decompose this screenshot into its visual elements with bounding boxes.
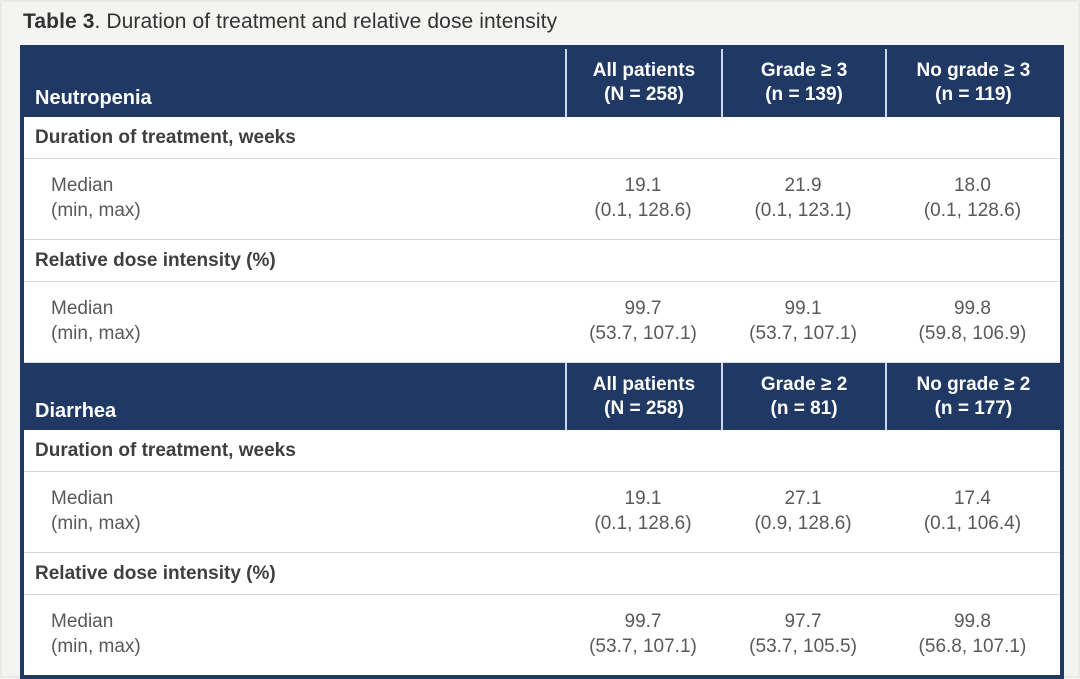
cell-value: 99.7 <box>624 611 662 632</box>
table-title-number: Table 3 <box>23 10 95 33</box>
cell-value: (59.8, 106.9) <box>918 323 1027 344</box>
row-label: Median <box>51 611 114 632</box>
cell-value: (53.7, 107.1) <box>589 323 697 344</box>
group-label-row: Relative dose intensity (%) <box>24 239 1060 282</box>
cell-value: 99.7 <box>624 298 662 319</box>
column-header-grade: Grade ≥ 2 (n = 81) <box>721 363 885 430</box>
cell-value: (0.9, 128.6) <box>754 513 852 534</box>
group-label-row: Duration of treatment, weeks <box>24 430 1060 472</box>
column-header-all-patients: All patients (N = 258) <box>564 49 721 117</box>
column-header-line2: (N = 258) <box>604 84 684 105</box>
cell-value: (56.8, 107.1) <box>918 636 1027 657</box>
row-label: (min, max) <box>51 513 141 534</box>
cell-value: (53.7, 107.1) <box>749 323 857 344</box>
row-label: (min, max) <box>51 200 141 221</box>
table-title: Table 3. Duration of treatment and relat… <box>23 9 557 35</box>
column-header-no-grade: No grade ≥ 3 (n = 119) <box>884 49 1060 117</box>
cell-value: 97.7 <box>784 611 822 632</box>
column-header-line2: (N = 258) <box>604 397 684 419</box>
column-header-line1: All patients <box>592 60 696 81</box>
cell-value: 19.1 <box>624 488 662 509</box>
row-label: Median <box>51 175 114 196</box>
group-label-row: Relative dose intensity (%) <box>24 552 1060 595</box>
column-header-line1: Grade ≥ 2 <box>760 373 848 395</box>
row-label: (min, max) <box>51 323 141 344</box>
cell-value: 17.4 <box>953 488 991 509</box>
cell-value: 18.0 <box>953 175 991 196</box>
cell-value: 19.1 <box>624 175 662 196</box>
column-header-line1: Grade ≥ 3 <box>760 60 848 81</box>
data-row-min-max: (min, max) (53.7, 107.1) (53.7, 105.5) (… <box>24 633 1060 675</box>
data-row-median: Median 99.7 99.1 99.8 <box>24 282 1060 320</box>
cell-value: (0.1, 106.4) <box>923 513 1022 534</box>
section-name: Neutropenia <box>35 87 152 109</box>
row-label: Median <box>51 298 114 319</box>
section-header-row-neutropenia: Neutropenia All patients (N = 258) Grade… <box>24 49 1060 117</box>
cell-value: (53.7, 105.5) <box>749 636 857 657</box>
cell-value: 21.9 <box>784 175 822 196</box>
cell-value: 99.8 <box>953 298 991 319</box>
column-header-line1: All patients <box>592 373 696 395</box>
data-row-min-max: (min, max) (0.1, 128.6) (0.9, 128.6) (0.… <box>24 510 1060 552</box>
cell-value: 99.1 <box>784 298 822 319</box>
data-row-min-max: (min, max) (0.1, 128.6) (0.1, 123.1) (0.… <box>24 197 1060 239</box>
column-header-line2: (n = 177) <box>934 397 1013 419</box>
column-header-line2: (n = 119) <box>935 84 1012 105</box>
column-header-grade: Grade ≥ 3 (n = 139) <box>721 49 885 117</box>
data-row-median: Median 99.7 97.7 99.8 <box>24 595 1060 633</box>
data-row-median: Median 19.1 27.1 17.4 <box>24 472 1060 510</box>
treatment-table: Neutropenia All patients (N = 258) Grade… <box>20 45 1064 679</box>
cell-value: 27.1 <box>784 488 822 509</box>
cell-value: (0.1, 128.6) <box>923 200 1022 221</box>
table-title-text: . Duration of treatment and relative dos… <box>94 10 558 33</box>
cell-value: (0.1, 123.1) <box>754 200 852 221</box>
column-header-line1: No grade ≥ 3 <box>916 60 1031 81</box>
section-header-row-diarrhea: Diarrhea All patients (N = 258) Grade ≥ … <box>24 362 1060 430</box>
data-row-min-max: (min, max) (53.7, 107.1) (53.7, 107.1) (… <box>24 320 1060 362</box>
cell-value: (53.7, 107.1) <box>589 636 697 657</box>
column-header-line2: (n = 139) <box>765 84 843 105</box>
data-row-median: Median 19.1 21.9 18.0 <box>24 159 1060 197</box>
column-header-no-grade: No grade ≥ 2 (n = 177) <box>884 363 1060 430</box>
row-label: (min, max) <box>51 636 141 657</box>
group-label-row: Duration of treatment, weeks <box>24 117 1060 159</box>
row-label: Median <box>51 488 114 509</box>
column-header-line2: (n = 81) <box>770 397 838 419</box>
cell-value: (0.1, 128.6) <box>594 200 692 221</box>
cell-value: 99.8 <box>953 611 991 632</box>
column-header-all-patients: All patients (N = 258) <box>564 363 721 430</box>
cell-value: (0.1, 128.6) <box>594 513 692 534</box>
section-name: Diarrhea <box>35 400 117 422</box>
column-header-line1: No grade ≥ 2 <box>916 373 1031 395</box>
